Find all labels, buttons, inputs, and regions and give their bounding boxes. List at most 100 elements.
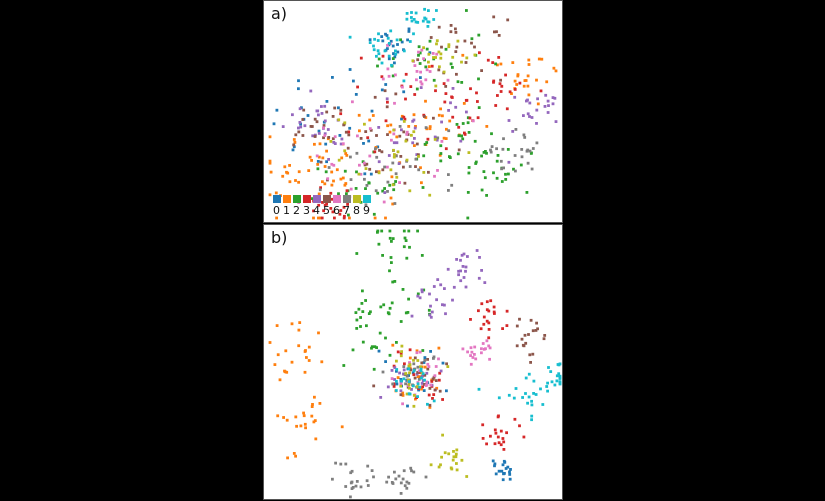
data-point-class-7 (513, 154, 517, 157)
data-point-class-4 (410, 314, 414, 318)
data-point-class-7 (412, 470, 416, 474)
data-point-class-9 (372, 48, 376, 52)
data-point-class-2 (402, 229, 406, 233)
data-point-class-8 (460, 458, 464, 462)
data-point-class-1 (400, 114, 404, 118)
data-point-class-5 (368, 167, 372, 171)
data-point-class-2 (404, 311, 408, 315)
data-point-class-2 (367, 312, 371, 315)
data-point-class-3 (477, 309, 480, 313)
data-point-class-1 (285, 370, 289, 374)
data-point-class-1 (401, 391, 405, 395)
data-point-class-6 (420, 48, 424, 52)
data-point-class-4 (462, 252, 466, 256)
data-point-class-7 (386, 180, 390, 184)
data-point-class-3 (342, 205, 346, 209)
data-point-class-4 (339, 142, 343, 146)
data-point-class-7 (394, 172, 398, 176)
data-point-class-0 (501, 478, 505, 482)
data-point-class-2 (372, 212, 376, 216)
data-point-class-1 (312, 420, 316, 424)
data-point-class-0 (369, 172, 373, 176)
data-point-class-3 (329, 207, 333, 210)
data-point-class-5 (437, 25, 441, 29)
data-point-class-5 (301, 118, 305, 121)
data-point-class-1 (293, 141, 297, 144)
data-point-class-9 (383, 49, 387, 53)
data-point-class-2 (402, 245, 406, 249)
data-point-class-1 (314, 437, 318, 441)
data-point-class-9 (546, 389, 549, 393)
data-point-class-6 (473, 353, 476, 356)
data-point-class-2 (473, 139, 477, 143)
data-point-class-0 (299, 122, 302, 126)
data-point-class-5 (529, 318, 533, 322)
data-point-class-3 (504, 73, 507, 77)
data-point-class-4 (460, 253, 464, 257)
data-point-class-4 (522, 114, 525, 117)
data-point-class-5 (432, 375, 436, 379)
data-point-class-3 (345, 189, 349, 193)
data-point-class-4 (451, 298, 454, 302)
data-point-class-7 (394, 477, 398, 481)
data-point-class-2 (465, 9, 468, 12)
data-point-class-3 (518, 81, 522, 85)
data-point-class-9 (419, 369, 423, 373)
data-point-class-6 (323, 134, 327, 137)
data-point-class-5 (383, 89, 387, 93)
data-point-class-4 (413, 126, 417, 130)
data-point-class-1 (420, 181, 423, 185)
data-point-class-0 (367, 139, 371, 143)
data-point-class-3 (444, 92, 448, 95)
data-point-class-2 (477, 33, 481, 37)
data-point-class-2 (388, 236, 392, 240)
data-point-class-4 (466, 255, 469, 258)
data-point-class-3 (338, 212, 342, 216)
data-point-class-7 (364, 203, 368, 207)
data-point-class-6 (480, 351, 483, 355)
data-point-class-2 (466, 191, 470, 194)
data-point-class-9 (557, 372, 561, 376)
data-point-class-8 (364, 167, 368, 170)
data-point-class-2 (407, 229, 411, 233)
legend-label-6: 6 (333, 204, 340, 217)
data-point-class-0 (400, 117, 403, 121)
data-point-class-6 (417, 50, 420, 54)
data-point-class-8 (392, 155, 396, 159)
data-point-class-5 (438, 389, 442, 393)
data-point-class-0 (376, 145, 380, 149)
data-point-class-6 (330, 162, 334, 166)
data-point-class-5 (432, 116, 435, 120)
data-point-class-3 (403, 362, 406, 366)
data-point-class-8 (391, 183, 395, 187)
data-point-class-5 (528, 353, 532, 357)
data-point-class-9 (546, 381, 549, 385)
data-point-class-8 (412, 404, 416, 408)
data-point-class-5 (464, 61, 468, 64)
data-point-class-9 (410, 19, 414, 23)
data-point-class-2 (404, 239, 408, 242)
data-point-class-1 (444, 137, 448, 140)
data-point-class-0 (297, 79, 300, 83)
data-point-class-4 (440, 120, 443, 124)
data-point-class-2 (451, 66, 454, 69)
data-point-class-1 (441, 114, 444, 118)
data-point-class-1 (294, 179, 297, 182)
data-point-class-1 (513, 79, 517, 83)
data-point-class-8 (400, 350, 403, 353)
data-point-class-7 (447, 173, 450, 176)
data-point-class-4 (400, 128, 403, 132)
data-point-class-9 (549, 370, 553, 373)
data-point-class-5 (520, 337, 524, 341)
data-point-class-1 (290, 322, 294, 326)
data-point-class-4 (459, 258, 462, 262)
data-point-class-0 (393, 61, 396, 65)
data-point-class-9 (507, 393, 511, 397)
data-point-class-3 (438, 371, 442, 375)
data-point-class-7 (489, 150, 493, 154)
data-point-class-4 (315, 109, 319, 113)
data-point-class-7 (528, 149, 532, 153)
data-point-class-5 (531, 329, 535, 333)
data-point-class-2 (310, 197, 314, 200)
data-point-class-0 (348, 126, 352, 130)
